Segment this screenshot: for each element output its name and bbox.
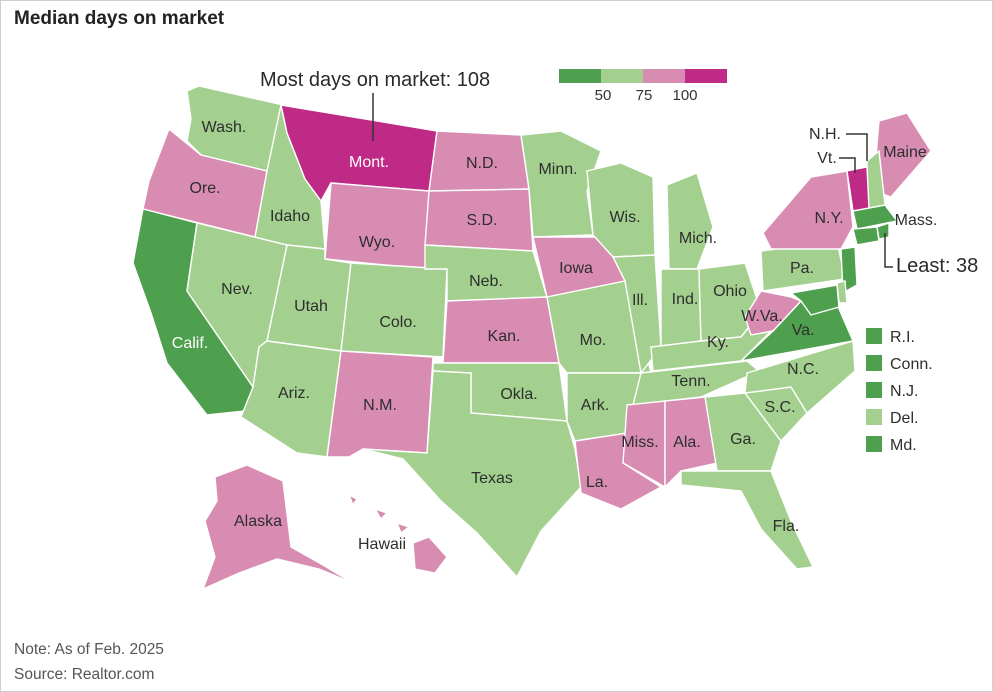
state-tx — [362, 370, 582, 579]
callout-least: Least: 38 — [896, 255, 978, 277]
state-ma — [852, 204, 899, 230]
label-pa: Pa. — [790, 260, 814, 277]
label-ok: Okla. — [500, 386, 537, 403]
label-me: Maine — [883, 144, 927, 161]
state-ny — [762, 170, 854, 250]
callouts: Most days on market: 108 Least: 38 — [260, 69, 978, 277]
swatch-de — [866, 409, 882, 425]
label-ny: N.Y. — [814, 210, 843, 227]
legend-tick-100: 100 — [672, 87, 697, 104]
label-ga: Ga. — [730, 431, 756, 448]
map-title: Median days on market — [14, 8, 225, 29]
state-tn — [632, 360, 761, 406]
label-nj: N.J. — [890, 383, 918, 400]
state-ak — [201, 464, 354, 591]
state-il — [611, 254, 662, 375]
state-hi — [412, 536, 448, 574]
label-ut: Utah — [294, 298, 328, 315]
label-ky: Ky. — [707, 334, 729, 351]
label-ma: Mass. — [895, 212, 938, 229]
swatch-ri — [866, 328, 882, 344]
small-states-legend: R.I. Conn. N.J. Del. Md. — [866, 328, 933, 454]
legend-tick-50: 50 — [595, 87, 612, 104]
label-ar: Ark. — [581, 397, 609, 414]
label-de: Del. — [890, 410, 918, 427]
callout-most: Most days on market: 108 — [260, 69, 490, 91]
label-tn: Tenn. — [671, 373, 710, 390]
label-va: Va. — [792, 322, 815, 339]
label-vt: Vt. — [817, 150, 837, 167]
label-id: Idaho — [270, 208, 310, 225]
state-in — [660, 268, 702, 348]
label-tx: Texas — [471, 470, 513, 487]
label-md: Md. — [890, 437, 917, 454]
legend: 50 75 100 — [559, 69, 727, 104]
label-ia: Iowa — [559, 260, 593, 277]
legend-swatch-dark-green — [559, 69, 601, 83]
legend-swatch-magenta — [685, 69, 727, 83]
callout-least-leader — [884, 233, 893, 268]
label-il: Ill. — [632, 292, 648, 309]
state-ga — [704, 392, 782, 472]
state-wy — [324, 182, 430, 270]
label-ms: Miss. — [621, 434, 658, 451]
label-al: Ala. — [673, 434, 701, 451]
swatch-nj — [866, 382, 882, 398]
legend-tick-75: 75 — [636, 87, 653, 104]
nh-leader — [846, 133, 868, 161]
label-az: Ariz. — [278, 385, 310, 402]
legend-swatch-light-green — [601, 69, 643, 83]
label-or: Ore. — [189, 180, 220, 197]
label-ks: Kan. — [488, 328, 521, 345]
label-la: La. — [586, 474, 608, 491]
label-wv: W.Va. — [741, 308, 783, 325]
label-nc: N.C. — [787, 361, 819, 378]
label-nm: N.M. — [363, 397, 397, 414]
label-sc: S.C. — [764, 399, 795, 416]
state-fl — [680, 470, 815, 570]
state-al — [664, 396, 718, 489]
state-co — [340, 262, 448, 358]
vt-leader — [839, 157, 856, 173]
label-sd: S.D. — [466, 212, 497, 229]
label-nv: Nev. — [221, 281, 253, 298]
label-mn: Minn. — [538, 161, 577, 178]
label-co: Colo. — [379, 314, 416, 331]
label-ak: Alaska — [234, 513, 282, 530]
label-ca: Calif. — [172, 335, 208, 352]
state-ct — [852, 226, 880, 246]
map-note: Note: As of Feb. 2025 — [14, 641, 164, 658]
swatch-md — [866, 436, 882, 452]
label-in: Ind. — [672, 291, 699, 308]
label-mi: Mich. — [679, 230, 717, 247]
state-md — [789, 284, 840, 316]
label-ct: Conn. — [890, 356, 933, 373]
label-nh: N.H. — [809, 126, 841, 143]
label-mt: Mont. — [349, 154, 389, 171]
label-hi: Hawaii — [358, 536, 406, 553]
legend-swatch-pink — [643, 69, 685, 83]
label-ri: R.I. — [890, 329, 915, 346]
label-wa: Wash. — [202, 119, 247, 136]
label-ne: Neb. — [469, 273, 503, 290]
label-mo: Mo. — [580, 332, 607, 349]
label-nd: N.D. — [466, 155, 498, 172]
label-wy: Wyo. — [359, 234, 395, 251]
state-mi — [666, 172, 714, 270]
label-oh: Ohio — [713, 283, 747, 300]
label-wi: Wis. — [609, 209, 640, 226]
state-mn — [520, 130, 602, 238]
swatch-ct — [866, 355, 882, 371]
states — [132, 85, 932, 591]
map-source: Source: Realtor.com — [14, 666, 155, 683]
state-labels: Wash. Ore. Calif. Nev. Idaho Mont. Wyo. … — [172, 119, 938, 553]
state-hi-islands — [347, 493, 411, 535]
label-fl: Fla. — [773, 518, 800, 535]
